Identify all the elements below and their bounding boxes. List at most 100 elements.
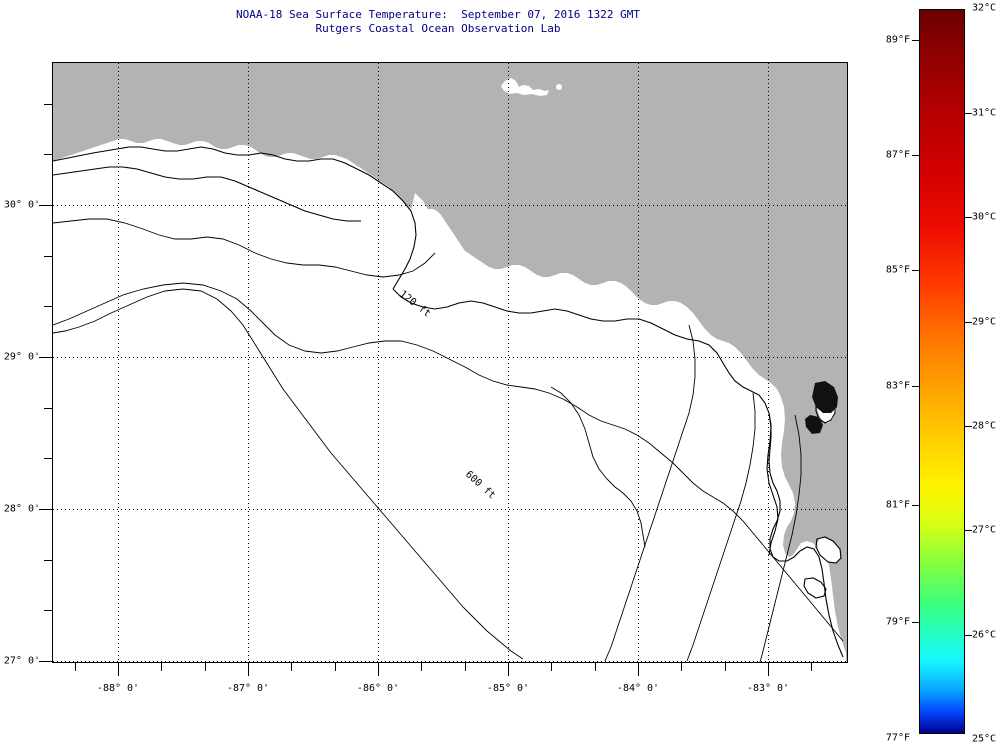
coastline-small-islands — [803, 577, 827, 599]
y-axis-label: 28° 0' — [3, 503, 40, 515]
x-axis-minor-tick — [594, 663, 596, 671]
contour-slope-peninsula — [686, 392, 756, 662]
contour-nearshore-mid — [550, 386, 646, 548]
y-axis-minor-tick — [44, 458, 52, 460]
x-axis-minor-tick — [334, 663, 336, 671]
colorbar-label-fahrenheit: 81°F — [885, 499, 910, 511]
y-axis-minor-tick — [44, 103, 52, 105]
colorbar-tick-fahrenheit — [912, 155, 919, 156]
colorbar-label-celsius: 29°C — [972, 316, 997, 328]
x-axis-minor-tick — [204, 663, 206, 671]
colorbar-label-celsius: 27°C — [972, 524, 997, 536]
cloud-speck-group — [501, 78, 562, 96]
x-axis-label: -88° 0' — [96, 683, 140, 694]
land-and-coastline-layer: 120 ft 600 ft — [53, 63, 847, 662]
colorbar-label-fahrenheit: 87°F — [885, 149, 910, 161]
x-axis-minor-tick — [551, 663, 553, 671]
y-axis-minor-tick — [44, 306, 52, 308]
colorbar-tick-fahrenheit — [912, 622, 919, 623]
x-axis — [52, 663, 848, 703]
colorbar-tick-celsius — [965, 530, 972, 531]
colorbar[interactable] — [912, 9, 972, 734]
colorbar-tick-celsius — [965, 217, 972, 218]
colorbar-label-fahrenheit: 77°F — [885, 732, 910, 744]
x-axis-minor-tick — [681, 663, 683, 671]
x-axis-minor-tick — [74, 663, 76, 671]
coastline-big-bend — [392, 288, 844, 658]
x-axis-minor-tick — [421, 663, 423, 671]
y-axis-label: 29° 0' — [3, 351, 40, 363]
y-axis — [12, 62, 52, 663]
coastline-paths — [53, 146, 844, 658]
y-axis-minor-tick — [44, 154, 52, 156]
colorbar-label-celsius: 25°C — [972, 733, 997, 745]
colorbar-label-fahrenheit: 83°F — [885, 380, 910, 392]
x-axis-minor-tick — [464, 663, 466, 671]
x-axis-major-tick — [378, 663, 379, 676]
colorbar-label-fahrenheit: 85°F — [885, 264, 910, 276]
x-axis-label: -85° 0' — [486, 683, 530, 694]
colorbar-label-celsius: 32°C — [972, 2, 997, 14]
colorbar-gradient — [919, 9, 965, 734]
colorbar-label-celsius: 30°C — [972, 211, 997, 223]
y-axis-labels: 30° 0' 29° 0' 28° 0' 27° 0' — [0, 0, 52, 754]
title-line-1: NOAA-18 Sea Surface Temperature: Septemb… — [236, 8, 640, 21]
coastline-charlotte-harbor — [815, 536, 842, 564]
x-axis-minor-tick — [724, 663, 726, 671]
x-axis-major-tick — [768, 663, 769, 676]
x-axis-minor-tick — [291, 663, 293, 671]
y-axis-minor-tick — [44, 407, 52, 409]
coastline-peninsula-west — [766, 412, 779, 556]
y-axis-major-tick — [39, 357, 52, 358]
y-axis-label: 27° 0' — [3, 655, 40, 667]
contour-60ft — [53, 218, 436, 278]
y-axis-minor-tick — [44, 559, 52, 561]
x-axis-major-tick — [638, 663, 639, 676]
x-axis-minor-tick — [161, 663, 163, 671]
colorbar-label-celsius: 26°C — [972, 629, 997, 641]
dark-water-pixels — [805, 381, 838, 434]
x-axis-labels: -88° 0' -87° 0' -86° 0' -85° 0' -84° 0' -83° … — [0, 683, 1000, 703]
x-axis-label: -86° 0' — [356, 683, 400, 694]
gridline-horizontal — [53, 661, 847, 662]
y-axis-major-tick — [39, 509, 52, 510]
y-axis-label: 30° 0' — [3, 199, 40, 211]
colorbar-tick-fahrenheit — [912, 505, 919, 506]
sst-map-panel[interactable]: 120 ft 600 ft — [52, 62, 848, 663]
colorbar-label-celsius: 31°C — [972, 107, 997, 119]
cloud-dot — [556, 84, 562, 90]
colorbar-tick-celsius — [965, 426, 972, 427]
colorbar-tick-celsius — [965, 635, 972, 636]
gridline-horizontal — [53, 357, 847, 358]
coastline-barrier-islands — [53, 166, 361, 222]
contour-shelf-peninsula — [604, 324, 696, 662]
map-gridlines — [53, 63, 847, 662]
x-axis-label: -84° 0' — [616, 683, 660, 694]
gridline-horizontal — [53, 205, 847, 206]
x-axis-minor-tick — [811, 663, 813, 671]
colorbar-tick-fahrenheit — [912, 386, 919, 387]
colorbar-label-celsius: 28°C — [972, 420, 997, 432]
cloud-speck — [501, 78, 549, 96]
gridline-vertical — [768, 63, 769, 662]
gridline-horizontal — [53, 509, 847, 510]
gridline-vertical — [118, 63, 119, 662]
water-apalachee-bay — [53, 193, 846, 662]
map-title: NOAA-18 Sea Surface Temperature: Septemb… — [0, 8, 876, 36]
x-axis-major-tick — [118, 663, 119, 676]
title-line-2: Rutgers Coastal Ocean Observation Lab — [315, 22, 561, 35]
gridline-vertical — [248, 63, 249, 662]
colorbar-tick-fahrenheit — [912, 40, 919, 41]
y-axis-major-tick — [39, 205, 52, 206]
dark-pixels-tampa — [805, 381, 838, 434]
contour-outer-se — [759, 414, 802, 662]
colorbar-label-fahrenheit: 89°F — [885, 34, 910, 46]
contour-600ft — [53, 288, 524, 660]
colorbar-tick-fahrenheit — [912, 270, 919, 271]
y-axis-minor-tick — [44, 610, 52, 612]
x-axis-label: -87° 0' — [226, 683, 270, 694]
gridline-vertical — [638, 63, 639, 662]
y-axis-major-tick — [39, 661, 52, 662]
gridline-vertical — [378, 63, 379, 662]
